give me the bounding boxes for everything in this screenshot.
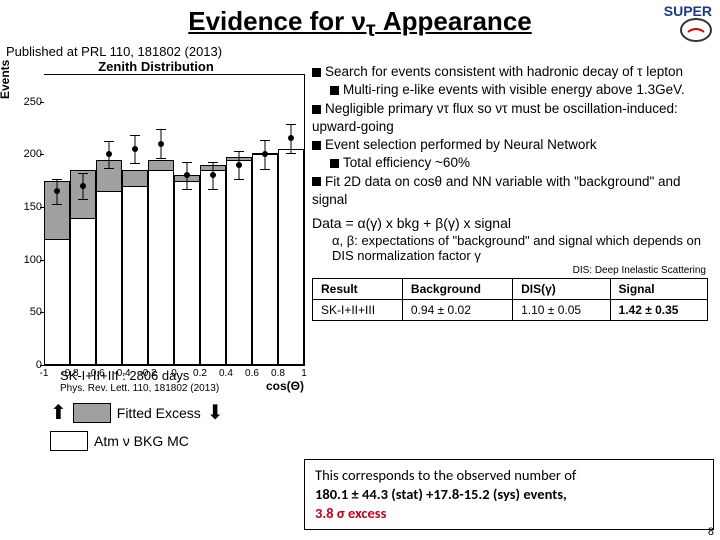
x-tick: -0.6 (87, 368, 104, 379)
bar-bkg (174, 181, 200, 366)
x-tick: -1 (40, 368, 49, 379)
data-point (54, 188, 60, 194)
bar-bkg (252, 154, 278, 365)
zenith-chart: Zenith Distribution Events cos(Θ) 050100… (4, 59, 308, 366)
table-cell: 1.42 ± 0.35 (610, 299, 707, 320)
bullet-item: Search for events consistent with hadron… (312, 63, 712, 81)
x-tick: 0.4 (219, 368, 233, 379)
data-point (80, 183, 86, 189)
superk-logo: SUPER (664, 4, 712, 42)
conclusion-line1: This corresponds to the observed number … (315, 466, 703, 485)
x-tick: 0.2 (193, 368, 207, 379)
bar-bkg (70, 218, 96, 366)
x-tick: 1 (301, 368, 307, 379)
fit-equation: Data = α(γ) x bkg + β(γ) x signal (312, 215, 712, 231)
table-cell: 0.94 ± 0.02 (402, 299, 512, 320)
table-cell: SK-I+II+III (313, 299, 403, 320)
legend-bkg-swatch (50, 431, 88, 451)
result-table: ResultBackgroundDIS(γ)Signal SK-I+II+III… (312, 278, 708, 321)
conclusion-line2: 180.1 ± 44.3 (stat) +17.8-15.2 (sys) eve… (315, 485, 703, 504)
table-header: Signal (610, 278, 707, 299)
data-point (210, 172, 216, 178)
data-point (184, 172, 190, 178)
bar-bkg (148, 170, 174, 365)
table-header: Background (402, 278, 512, 299)
bullet-list: Search for events consistent with hadron… (312, 63, 712, 209)
x-tick: -0.2 (139, 368, 156, 379)
x-tick: 0.6 (245, 368, 259, 379)
bullet-item: Total efficiency ~60% (330, 154, 712, 172)
bar-bkg (122, 186, 148, 365)
data-point (288, 135, 294, 141)
x-axis-label: cos(Θ) (266, 379, 304, 393)
y-axis-label: Events (0, 60, 12, 99)
page-title: Evidence for ντ Appearance (0, 0, 720, 42)
page-number: 8 (708, 526, 714, 538)
plot-area: cos(Θ) 050100150200250-1-0.8-0.6-0.4-0.2… (44, 74, 305, 366)
bullet-item: Fit 2D data on cosθ and NN variable with… (312, 173, 712, 209)
bar-bkg (44, 239, 70, 366)
dis-footnote: DIS: Deep Inelastic Scattering (312, 265, 706, 276)
chart-title: Zenith Distribution (4, 59, 308, 74)
x-tick: -0.4 (113, 368, 130, 379)
table-header: DIS(γ) (513, 278, 610, 299)
conclusion-box: This corresponds to the observed number … (304, 459, 714, 530)
data-point (236, 162, 242, 168)
table-cell: 1.10 ± 0.05 (513, 299, 610, 320)
x-tick: 0.8 (271, 368, 285, 379)
bar-bkg (200, 170, 226, 365)
table-header: Result (313, 278, 403, 299)
legend-excess-swatch (73, 403, 111, 423)
legend-bkg-label: Atm ν BKG MC (94, 433, 189, 449)
bullet-item: Event selection performed by Neural Netw… (312, 136, 712, 154)
data-point (132, 146, 138, 152)
bar-bkg (226, 160, 252, 366)
bar-bkg (96, 191, 122, 365)
bar-bkg (278, 149, 304, 365)
bullet-item: Negligible primary ντ flux so ντ must be… (312, 100, 712, 136)
data-point (158, 141, 164, 147)
publication-ref: Published at PRL 110, 181802 (2013) (6, 44, 720, 59)
legend-bkg: Atm ν BKG MC (50, 431, 308, 451)
arrow-up-icon: ⬆ (50, 400, 67, 425)
data-point (106, 151, 112, 157)
legend-excess: ⬆ Fitted Excess ⬇ (50, 400, 308, 425)
table-row: SK-I+II+III0.94 ± 0.021.10 ± 0.051.42 ± … (313, 299, 708, 320)
data-point (262, 151, 268, 157)
equation-note: α, β: expectations of "background" and s… (332, 233, 712, 263)
legend-excess-label: Fitted Excess (117, 405, 201, 421)
bullet-item: Multi-ring e-like events with visible en… (330, 81, 712, 99)
x-tick: 0 (171, 368, 177, 379)
x-tick: -0.8 (61, 368, 78, 379)
conclusion-line3: 3.8 σ excess (315, 504, 703, 523)
arrow-down-icon: ⬇ (207, 400, 224, 425)
